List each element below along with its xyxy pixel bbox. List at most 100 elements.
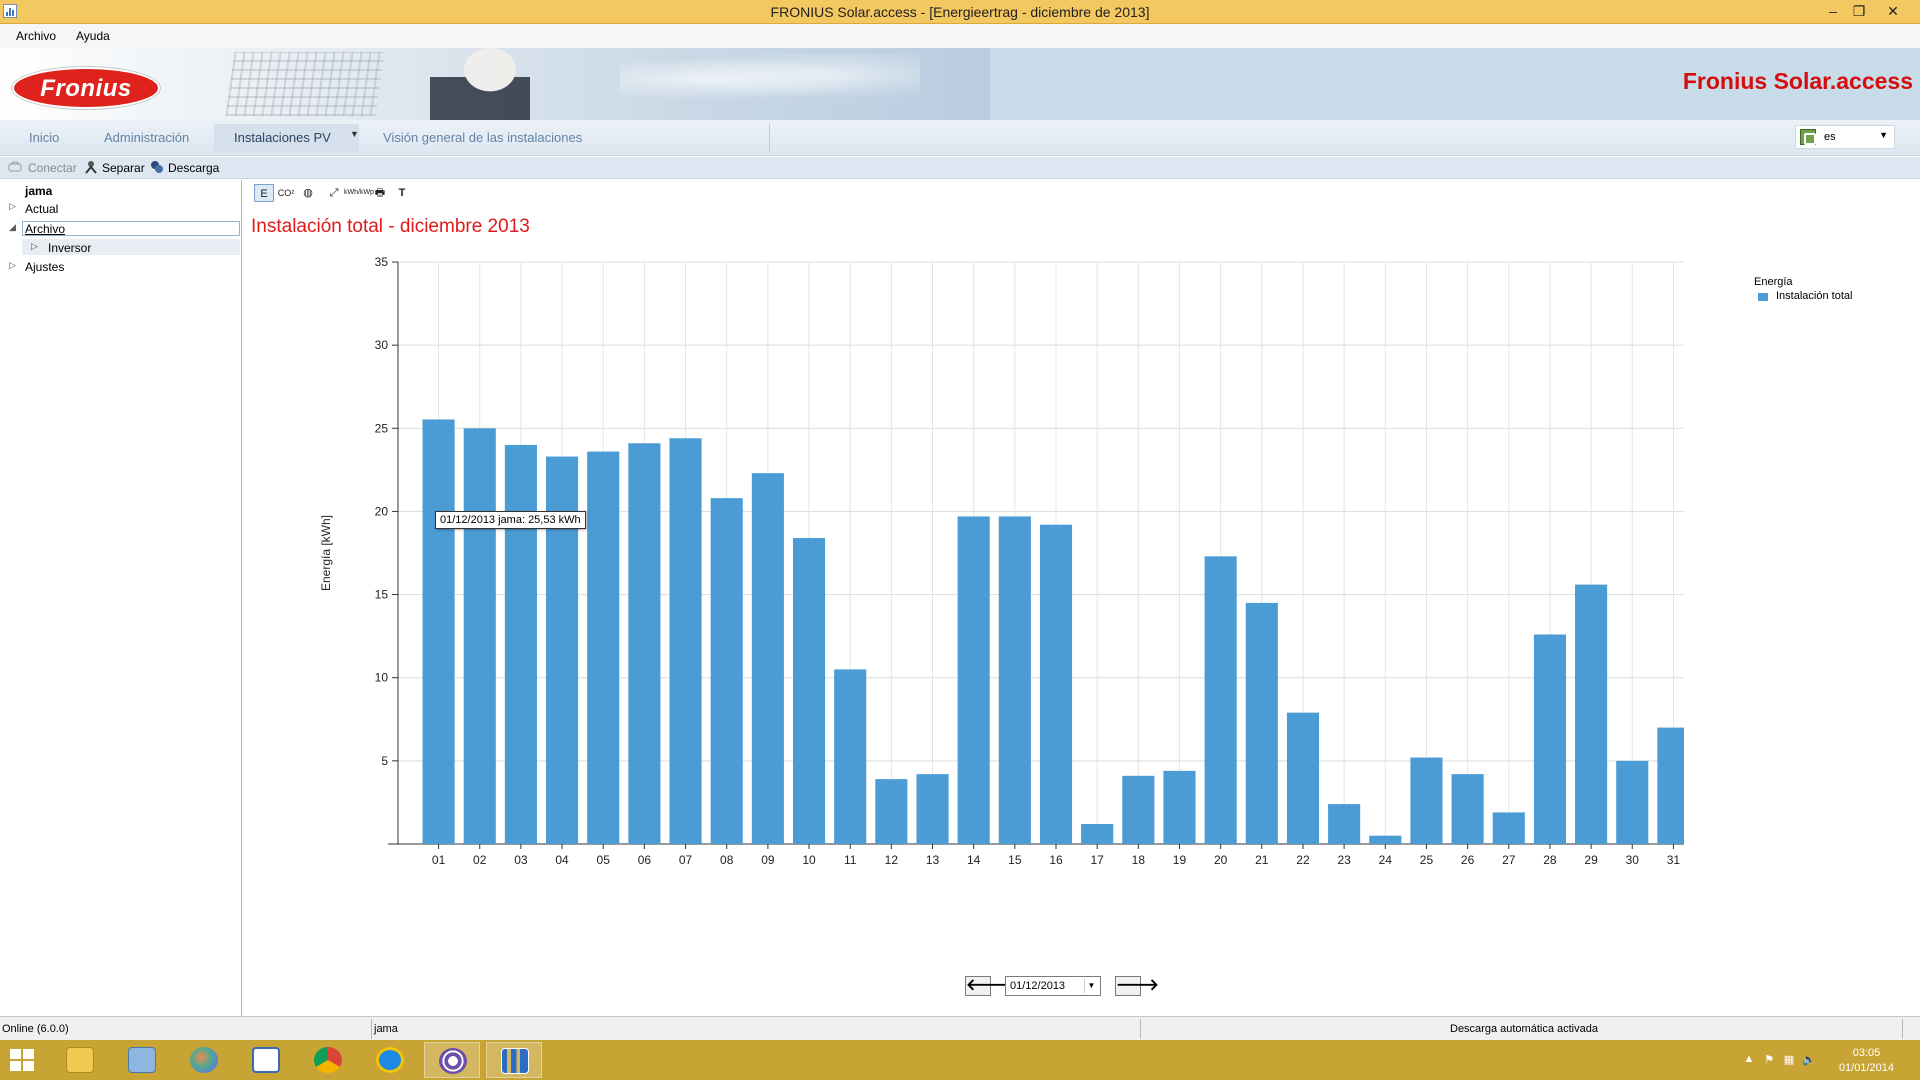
bar-day-18 <box>1122 775 1155 844</box>
status-download: Descarga automática activada <box>1450 1023 1598 1035</box>
bar-day-08 <box>710 498 743 844</box>
zoom-icon[interactable]: ⤢ <box>329 187 339 199</box>
bar-day-26 <box>1451 774 1484 844</box>
x-tick-label: 15 <box>1008 853 1022 867</box>
date-select[interactable]: 01/12/2013 ▼ <box>1005 976 1101 996</box>
main-nav: Inicio Administración Instalaciones PV ▼… <box>0 120 1920 156</box>
x-tick-label: 28 <box>1543 853 1557 867</box>
bar-day-02 <box>463 428 496 844</box>
x-tick-label: 26 <box>1461 853 1475 867</box>
tab-inicio[interactable]: Inicio <box>29 130 60 145</box>
x-tick-label: 16 <box>1049 853 1063 867</box>
control-panel-icon[interactable] <box>114 1042 170 1078</box>
x-tick-label: 12 <box>885 853 899 867</box>
chrome-icon[interactable] <box>300 1042 356 1078</box>
title-bar: FRONIUS Solar.access - [Energieertrag - … <box>0 0 1920 24</box>
close-button[interactable]: ✕ <box>1887 3 1899 19</box>
bar-day-30 <box>1616 760 1649 844</box>
x-tick-label: 13 <box>926 853 940 867</box>
tab-dropdown-icon[interactable]: ▼ <box>350 129 359 139</box>
app-swirl-icon[interactable] <box>424 1042 480 1078</box>
x-tick-label: 02 <box>473 853 487 867</box>
x-tick-label: 01 <box>432 853 446 867</box>
app-icon[interactable] <box>3 4 17 18</box>
disconnect-button[interactable]: Separar <box>102 161 145 175</box>
tree-item-ajustes[interactable]: Ajustes <box>25 260 65 274</box>
tree-root-jama[interactable]: jama <box>25 184 53 198</box>
bar-day-09 <box>751 473 784 844</box>
x-tick-label: 14 <box>967 853 981 867</box>
bar-day-06 <box>628 443 661 844</box>
expand-icon[interactable]: ▷ <box>9 260 16 270</box>
x-tick-label: 03 <box>514 853 528 867</box>
internet-explorer-icon[interactable] <box>362 1042 418 1078</box>
tree-item-inversor[interactable]: Inversor <box>48 241 92 255</box>
language-select[interactable]: es ▼ <box>1795 125 1895 149</box>
chevron-down-icon[interactable]: ▼ <box>1879 130 1888 140</box>
document-viewer-icon[interactable] <box>238 1042 294 1078</box>
expand-icon[interactable]: ▷ <box>31 241 38 251</box>
y-tick-label: 35 <box>375 255 389 269</box>
energy-view-button[interactable]: E <box>254 184 274 202</box>
status-system: jama <box>374 1023 398 1035</box>
bar-day-15 <box>998 516 1031 844</box>
action-center-icon[interactable]: ⚑ <box>1764 1054 1774 1066</box>
expand-icon[interactable]: ▷ <box>9 201 16 211</box>
menu-ayuda[interactable]: Ayuda <box>76 29 110 43</box>
bar-tooltip: 01/12/2013 jama: 25,53 kWh <box>435 511 586 529</box>
paint-icon[interactable] <box>176 1042 232 1078</box>
tab-instalaciones-pv[interactable]: Instalaciones PV <box>234 130 331 145</box>
taskbar-clock[interactable]: 03:05 01/01/2014 <box>1839 1046 1894 1076</box>
download-button[interactable]: Descarga <box>168 161 220 175</box>
previous-month-button[interactable]: 🡐 <box>965 976 1009 996</box>
kwh-kwp-button[interactable]: kWh/kWp <box>344 189 374 196</box>
restore-button[interactable]: ❐ <box>1852 3 1866 19</box>
taskbar: ▲ ⚑ ▦ 🔈 03:05 01/01/2014 <box>0 1040 1920 1080</box>
tab-administracion[interactable]: Administración <box>104 130 190 145</box>
x-tick-label: 20 <box>1214 853 1228 867</box>
bar-day-29 <box>1575 584 1608 844</box>
file-explorer-icon[interactable] <box>52 1042 108 1078</box>
tab-vision-general[interactable]: Visión general de las instalaciones <box>383 130 583 145</box>
bar-day-03 <box>504 444 537 844</box>
tray-expand-icon[interactable]: ▲ <box>1743 1053 1755 1065</box>
x-tick-label: 04 <box>555 853 569 867</box>
tree-item-archivo[interactable]: Archivo <box>25 222 66 236</box>
bar-day-20 <box>1204 556 1237 844</box>
chevron-down-icon[interactable]: ▼ <box>1084 979 1098 993</box>
x-tick-label: 17 <box>1090 853 1104 867</box>
bar-day-07 <box>669 438 702 844</box>
x-tick-label: 21 <box>1255 853 1269 867</box>
disconnect-icon <box>85 161 97 174</box>
volume-icon[interactable]: 🔈 <box>1802 1054 1816 1066</box>
x-tick-label: 19 <box>1173 853 1187 867</box>
start-button[interactable] <box>10 1049 34 1071</box>
date-value: 01/12/2013 <box>1010 980 1066 992</box>
logo-text: Fronius <box>40 75 132 102</box>
money-view-button[interactable]: ◍ <box>303 187 313 199</box>
bar-day-25 <box>1410 757 1443 844</box>
solar-access-taskbar-icon[interactable] <box>486 1042 542 1078</box>
legend-title: Energía <box>1754 276 1793 288</box>
print-icon[interactable]: 🖶 <box>374 187 386 199</box>
x-tick-label: 10 <box>802 853 816 867</box>
x-tick-label: 11 <box>844 853 857 867</box>
next-month-button[interactable]: 🡒 <box>1115 976 1159 996</box>
menu-bar: Archivo Ayuda <box>0 24 1920 48</box>
tree-item-actual[interactable]: Actual <box>25 202 59 216</box>
network-icon[interactable]: ▦ <box>1783 1054 1795 1066</box>
menu-archivo[interactable]: Archivo <box>16 29 57 43</box>
y-axis-label: Energía [kWh] <box>319 515 333 591</box>
tree-selection-box <box>22 221 240 236</box>
bar-day-16 <box>1039 524 1073 844</box>
collapse-icon[interactable]: ◢ <box>9 222 16 232</box>
table-view-button[interactable]: T <box>398 187 406 199</box>
co2-view-button[interactable]: CO² <box>277 188 295 198</box>
connect-button[interactable]: Conectar <box>28 161 77 175</box>
bar-day-17 <box>1081 824 1114 844</box>
header-banner: Fronius Fronius Solar.access <box>0 48 1920 120</box>
status-divider <box>1902 1019 1903 1039</box>
x-tick-label: 06 <box>638 853 652 867</box>
y-tick-label: 5 <box>381 754 388 768</box>
minimize-button[interactable]: – <box>1829 3 1837 19</box>
